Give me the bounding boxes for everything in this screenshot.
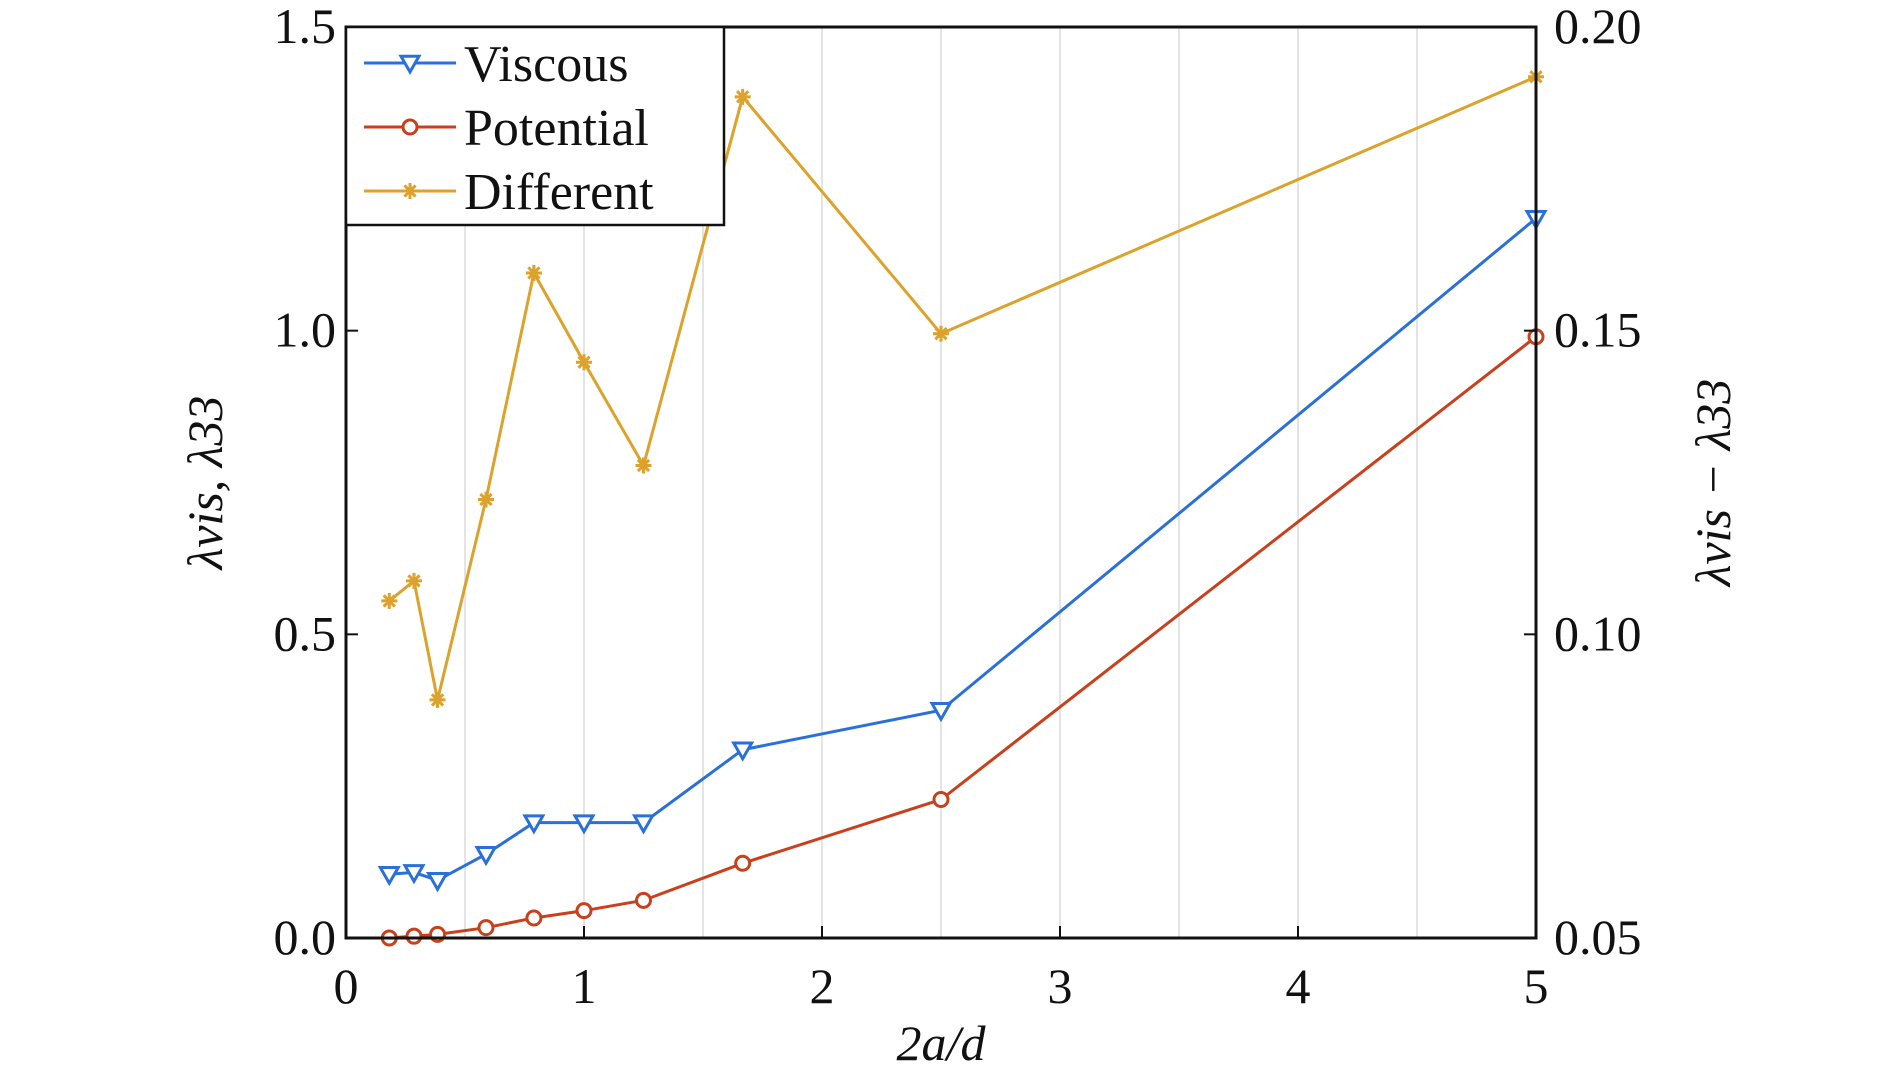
data-point bbox=[477, 919, 495, 937]
data-point bbox=[522, 814, 546, 835]
x-tick-label: 5 bbox=[1524, 958, 1549, 1014]
data-point bbox=[572, 814, 596, 835]
data-point bbox=[402, 864, 426, 885]
x-tick-label: 0 bbox=[334, 958, 359, 1014]
legend-item-potential: Potential bbox=[364, 100, 649, 157]
y2-tick-label: 0.05 bbox=[1554, 909, 1642, 965]
data-point bbox=[929, 702, 953, 723]
data-point bbox=[525, 264, 542, 281]
axis-ticks: 0 1 2 3 4 5 0.0 0.5 1.0 1.5 0.05 0.10 0.15 0.20 bbox=[274, 0, 1642, 1014]
legend-item-viscous: Viscous bbox=[364, 36, 628, 93]
y2-tick-label: 0.15 bbox=[1554, 302, 1642, 358]
legend: Viscous Potential Different bbox=[344, 25, 726, 227]
x-axis-label: 2a/d bbox=[897, 1015, 987, 1071]
series-line bbox=[388, 75, 1537, 701]
plot-frame bbox=[344, 25, 1538, 940]
legend-item-different: Different bbox=[364, 164, 654, 221]
data-point bbox=[734, 854, 752, 872]
legend-label: Potential bbox=[464, 100, 649, 157]
data-point bbox=[932, 791, 950, 809]
series-potential bbox=[380, 328, 1545, 947]
data-point bbox=[398, 54, 422, 76]
y-tick-label: 0.0 bbox=[274, 909, 337, 965]
y2-tick-label: 0.10 bbox=[1554, 605, 1642, 661]
data-point bbox=[425, 872, 450, 893]
x-tick-label: 1 bbox=[572, 958, 597, 1014]
data-point bbox=[575, 902, 593, 920]
axis-titles: 2a/d λvis, λ33 λvis − λ33 bbox=[177, 379, 1741, 1071]
y-tick-label: 1.0 bbox=[274, 302, 337, 358]
data-point bbox=[933, 325, 949, 342]
data-point bbox=[381, 592, 398, 609]
legend-label: Different bbox=[464, 164, 654, 221]
data-point bbox=[477, 491, 494, 508]
legend-label: Viscous bbox=[464, 36, 628, 93]
series-line bbox=[389, 335, 1537, 940]
data-point bbox=[377, 865, 401, 887]
data-point bbox=[405, 572, 422, 589]
data-point bbox=[474, 845, 498, 867]
y-tick-label: 0.5 bbox=[274, 605, 337, 661]
data-point bbox=[402, 183, 418, 199]
y-axis-label: λvis, λ33 bbox=[177, 396, 233, 572]
series-different bbox=[381, 68, 1544, 708]
data-point bbox=[401, 118, 419, 136]
x-tick-label: 2 bbox=[810, 958, 835, 1014]
x-tick-label: 4 bbox=[1286, 958, 1311, 1014]
data-point bbox=[405, 927, 423, 945]
x-tick-label: 3 bbox=[1048, 958, 1073, 1014]
data-point bbox=[631, 814, 656, 835]
series-viscous bbox=[377, 210, 1548, 893]
y2-axis-label: λvis − λ33 bbox=[1685, 379, 1741, 589]
y2-tick-label: 0.20 bbox=[1554, 0, 1642, 54]
data-point bbox=[734, 88, 751, 105]
plot-series bbox=[377, 68, 1548, 947]
data-point bbox=[635, 457, 652, 474]
series-line bbox=[389, 217, 1537, 882]
data-point bbox=[731, 741, 755, 762]
y-tick-label: 1.5 bbox=[274, 0, 337, 54]
data-point bbox=[429, 691, 446, 708]
data-point bbox=[525, 909, 543, 927]
data-point bbox=[576, 354, 592, 371]
data-point bbox=[635, 891, 652, 909]
